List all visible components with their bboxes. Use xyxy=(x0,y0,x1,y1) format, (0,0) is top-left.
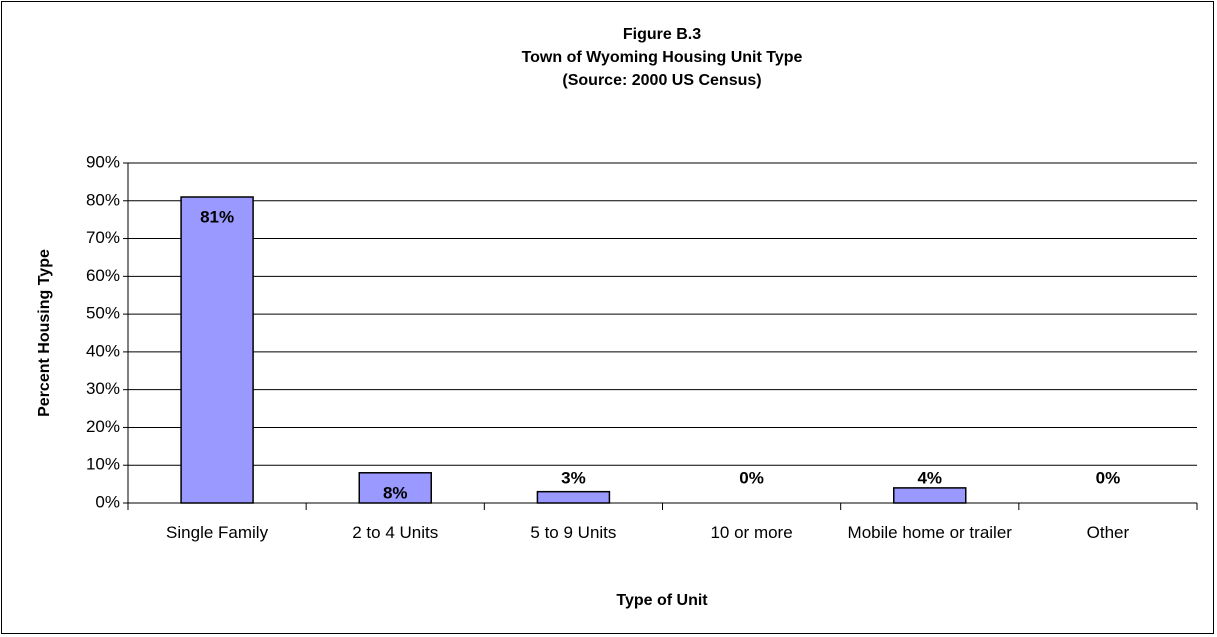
x-tick-label: 2 to 4 Units xyxy=(352,523,439,542)
y-tick-label: 90% xyxy=(86,152,120,171)
x-tick-label: Other xyxy=(1086,523,1130,542)
data-label: 0% xyxy=(739,468,764,487)
data-label: 4% xyxy=(917,468,942,487)
y-tick-label: 30% xyxy=(86,379,120,398)
bar xyxy=(893,487,967,504)
y-tick-label: 10% xyxy=(86,455,120,474)
y-tick-label: 80% xyxy=(86,190,120,209)
y-tick-label: 50% xyxy=(86,304,120,323)
data-label: 8% xyxy=(383,483,408,502)
bar xyxy=(180,196,254,504)
bar xyxy=(358,472,432,504)
bar xyxy=(536,490,611,504)
chart-title: Figure B.3 xyxy=(623,26,701,43)
x-tick-label: Single Family xyxy=(166,523,269,542)
y-tick-label: 70% xyxy=(86,228,120,247)
data-label: 0% xyxy=(1096,468,1121,487)
x-axis-title: Type of Unit xyxy=(616,592,708,609)
y-tick-label: 40% xyxy=(86,341,120,360)
chart-title: Town of Wyoming Housing Unit Type xyxy=(522,49,803,66)
y-tick-label: 20% xyxy=(86,417,120,436)
x-tick-label: Mobile home or trailer xyxy=(847,523,1012,542)
data-label: 3% xyxy=(561,468,586,487)
y-tick-label: 60% xyxy=(86,266,120,285)
y-axis-title: Percent Housing Type xyxy=(36,249,53,417)
x-tick-label: 5 to 9 Units xyxy=(530,523,617,542)
data-label: 81% xyxy=(200,207,234,226)
x-tick-label: 10 or more xyxy=(710,523,793,542)
y-tick-label: 0% xyxy=(95,492,120,511)
chart-title: (Source: 2000 US Census) xyxy=(562,72,761,89)
